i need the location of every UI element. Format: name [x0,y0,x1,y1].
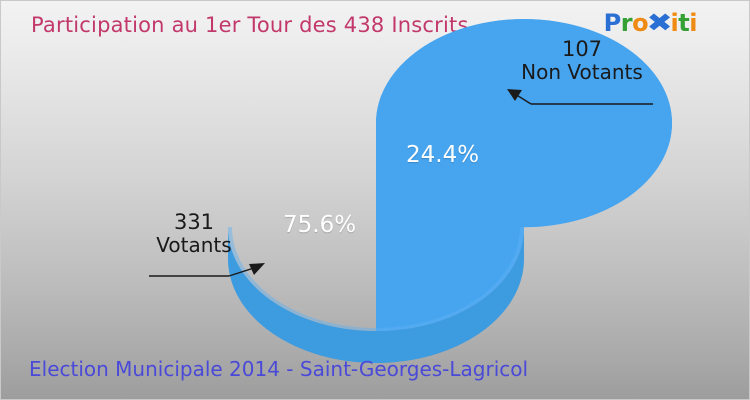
logo-letter-p: P [603,9,622,37]
logo-letter-r: r [620,9,633,37]
non-votants-callout: 107 Non Votants [506,37,658,85]
slice-label-non-votants-percent: 24.4% [406,142,480,168]
slice-votants-top [376,227,524,331]
non-votants-value: 107 [561,37,603,61]
slice-label-votants-percent: 75.6% [283,212,357,238]
non-votants-arrowhead [507,89,522,101]
logo-letter-x: ✖ [646,8,673,37]
votants-value: 331 [173,210,215,234]
non-votants-label: Non Votants [521,60,643,85]
logo-letter-i2: i [689,9,697,37]
proxiti-logo[interactable]: Pro✖iti [603,8,698,37]
logo-letter-t: t [678,9,690,37]
votants-arrowhead [249,263,265,275]
slice-votants-top [376,19,672,228]
slice-votants[interactable] [228,19,672,363]
slice-votants-side [228,227,524,363]
logo-letter-i1: i [670,9,679,37]
votants-label: Votants [156,233,232,258]
chart-title: Participation au 1er Tour des 438 Inscri… [31,13,469,37]
votants-callout: 331 Votants [151,210,237,258]
chart-footer-caption: Election Municipale 2014 - Saint-Georges… [29,357,529,381]
logo-letter-o: o [632,9,649,37]
